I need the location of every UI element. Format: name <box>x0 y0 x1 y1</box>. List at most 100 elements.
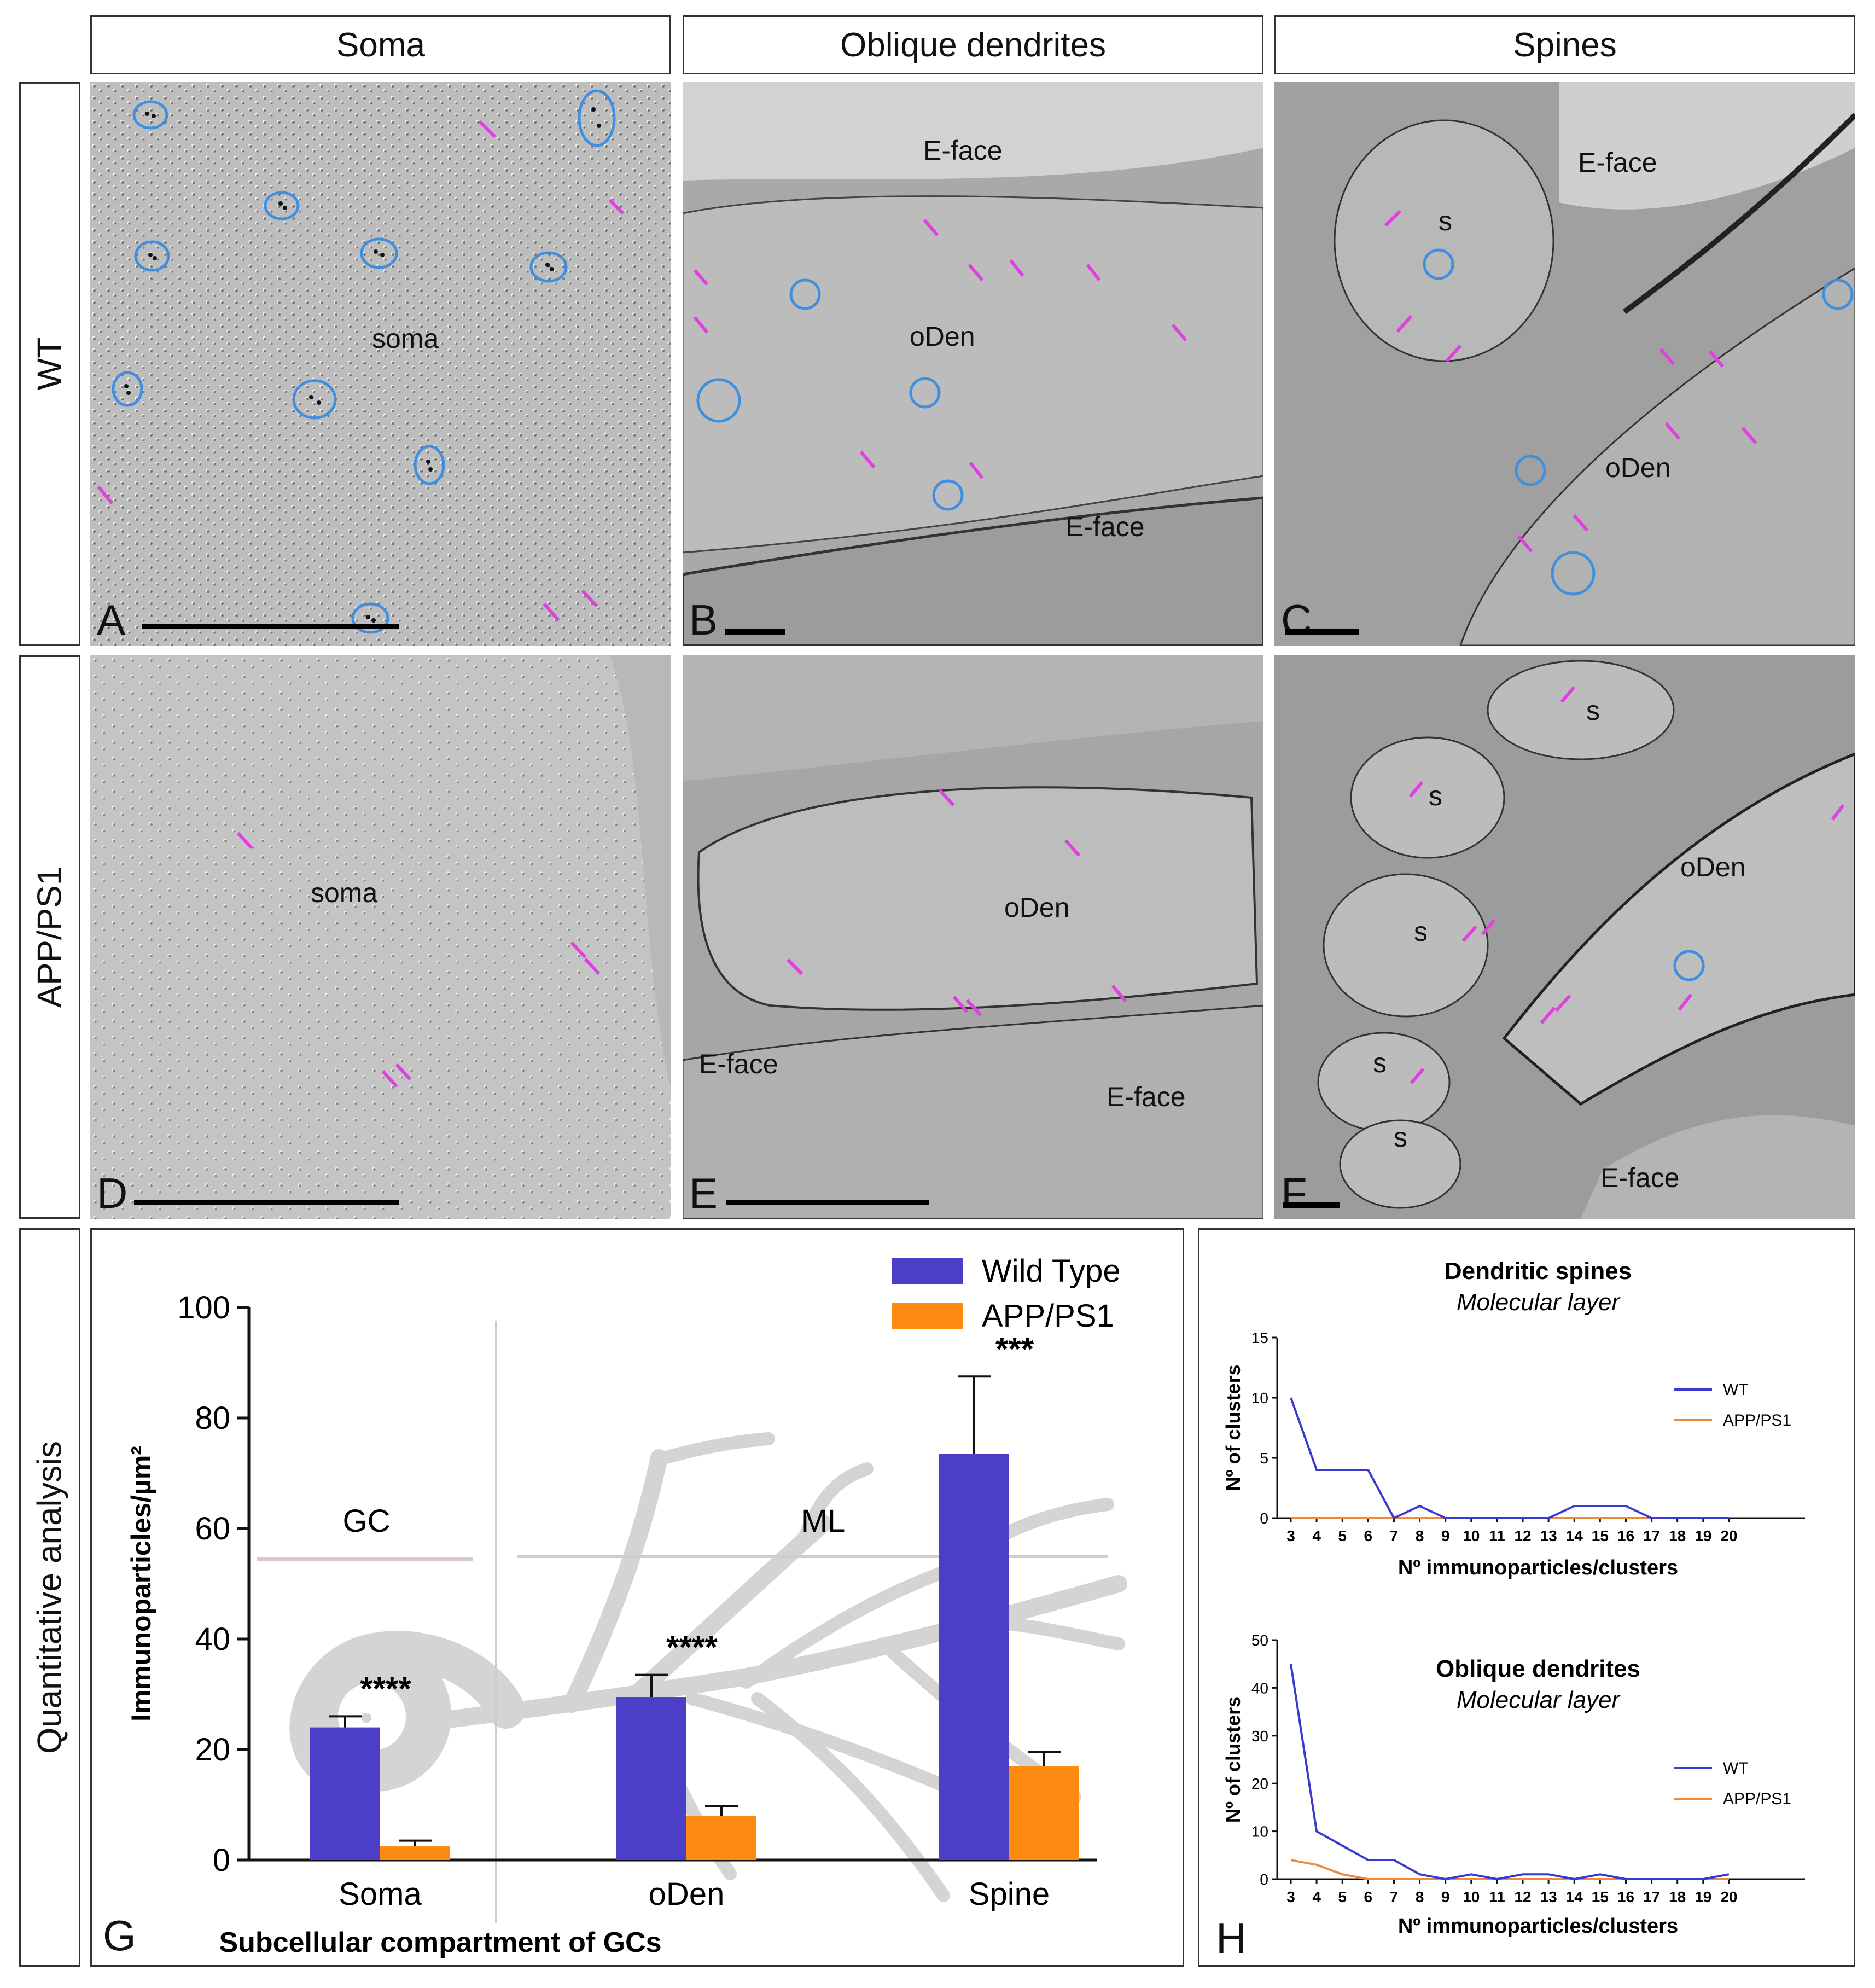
y-tick-label: 80 <box>195 1400 230 1436</box>
bar <box>686 1816 756 1860</box>
x-tick-label: 17 <box>1643 1527 1660 1544</box>
x-axis-label: Subcellular compartment of GCs <box>219 1927 661 1958</box>
neuron-dendrite-branch <box>563 1449 668 1713</box>
region-label: ML <box>801 1503 846 1539</box>
bar <box>939 1454 1009 1860</box>
x-tick-label: oDen <box>649 1876 725 1912</box>
x-tick-label: 20 <box>1720 1527 1737 1544</box>
y-tick-label: 20 <box>1251 1775 1268 1792</box>
x-tick-label: Spine <box>969 1876 1050 1912</box>
x-tick-label: 9 <box>1441 1888 1450 1905</box>
y-tick-label: 30 <box>1251 1728 1268 1745</box>
row-label-wt: WT <box>19 82 80 646</box>
x-axis-label: Nº immunoparticles/clusters <box>1398 1556 1678 1579</box>
bar <box>380 1846 450 1860</box>
x-tick-label: 16 <box>1617 1527 1634 1544</box>
x-tick-label: 10 <box>1463 1527 1480 1544</box>
x-tick-label: 7 <box>1390 1888 1399 1905</box>
region-label: s <box>1373 1048 1387 1078</box>
chart-panel-h: Dendritic spines Molecular layer 0 5 10 15 3 4 5… <box>1198 1228 1855 1967</box>
x-tick-label: 17 <box>1643 1888 1660 1905</box>
micrograph-panel-a: soma A <box>90 82 671 646</box>
region-label: E-face <box>1578 147 1657 178</box>
row-label-text: WT <box>31 337 69 391</box>
region-label: oDen <box>910 321 975 352</box>
freeze-fracture-texture <box>1334 82 1855 646</box>
x-tick-label: 12 <box>1514 1527 1531 1544</box>
y-axis-label: Nº of clusters <box>1222 1364 1244 1491</box>
x-tick-label: 20 <box>1720 1888 1737 1905</box>
scale-bar <box>726 1200 929 1205</box>
x-tick-label: 5 <box>1338 1888 1347 1905</box>
column-header-spines: Spines <box>1274 15 1855 74</box>
region-label: E-face <box>1065 511 1145 542</box>
bar <box>1009 1766 1079 1860</box>
legend-label: APP/PS1 <box>982 1298 1114 1334</box>
freeze-fracture-texture <box>90 82 671 646</box>
region-label: E-face <box>1600 1162 1680 1193</box>
x-tick-label: 15 <box>1592 1527 1609 1544</box>
row-label-text: Quantitative analysis <box>31 1440 69 1754</box>
chart-title: Dendritic spines <box>1445 1258 1632 1284</box>
neuron-dendrite-branch <box>795 1462 874 1552</box>
y-tick-label: 15 <box>1251 1329 1268 1346</box>
region-label: oDen <box>1605 452 1671 483</box>
significance-marker: *** <box>995 1330 1034 1367</box>
legend-label: Wild Type <box>982 1253 1121 1289</box>
y-axis-label: Immunoparticles/µm² <box>126 1446 156 1722</box>
neuron-nucleolus <box>362 1713 371 1723</box>
y-tick-label: 40 <box>195 1621 230 1657</box>
freeze-fracture-texture <box>683 82 1263 646</box>
region-label: s <box>1586 695 1600 726</box>
x-tick-label: 19 <box>1695 1888 1711 1905</box>
column-header-label: Oblique dendrites <box>840 26 1106 64</box>
x-axis-label: Nº immunoparticles/clusters <box>1398 1915 1678 1938</box>
column-header-soma: Soma <box>90 15 671 74</box>
panel-letter: C <box>1281 596 1312 644</box>
bar-chart: GC ML 0 20 40 60 80 100 Immunoparticles/µm² Subce… <box>126 1253 1127 1958</box>
x-tick-label: 3 <box>1286 1527 1295 1544</box>
x-tick-label: 10 <box>1463 1888 1480 1905</box>
x-tick-label: 3 <box>1286 1888 1295 1905</box>
y-tick-label: 100 <box>177 1290 230 1326</box>
region-label: E-face <box>1107 1082 1186 1112</box>
panel-letter: B <box>689 596 718 644</box>
micrograph-panel-d: soma D <box>90 655 671 1219</box>
micrograph-panel-b: E-face oDen E-face B <box>683 82 1263 646</box>
micrograph-panel-f: s s s oDen s s E-face F <box>1274 655 1855 1219</box>
y-tick-label: 20 <box>195 1732 230 1768</box>
y-axis-label: Nº of clusters <box>1222 1696 1244 1823</box>
y-tick-label: 60 <box>195 1511 230 1547</box>
y-tick-label: 10 <box>1251 1823 1268 1840</box>
x-tick-label: Soma <box>339 1876 422 1912</box>
bar <box>310 1727 380 1860</box>
column-header-label: Spines <box>1513 26 1617 64</box>
series-line <box>1290 1664 1730 1881</box>
region-label: oDen <box>1004 892 1070 923</box>
x-tick-label: 13 <box>1540 1888 1557 1905</box>
freeze-fracture-texture <box>1317 660 1855 1219</box>
neuron-dendrite-branch <box>751 1692 950 1902</box>
x-tick-label: 6 <box>1364 1888 1373 1905</box>
freeze-fracture-texture <box>683 655 1263 1219</box>
region-label: soma <box>311 877 378 908</box>
y-tick-label: 0 <box>1260 1871 1268 1888</box>
chart-subtitle: Molecular layer <box>1457 1687 1621 1713</box>
neuron-dendrite-branch <box>658 1432 775 1464</box>
x-tick-label: 14 <box>1566 1888 1583 1905</box>
x-tick-label: 18 <box>1669 1527 1686 1544</box>
region-label: s <box>1414 916 1428 947</box>
y-tick-label: 50 <box>1251 1632 1268 1649</box>
panel-letter: D <box>97 1169 128 1217</box>
x-tick-label: 14 <box>1566 1527 1583 1544</box>
legend-swatch <box>892 1303 963 1329</box>
chart-subtitle: Molecular layer <box>1457 1289 1621 1316</box>
micrograph-panel-c: E-face s oDen C <box>1274 82 1855 646</box>
x-tick-label: 4 <box>1312 1888 1321 1905</box>
panel-letter: F <box>1281 1169 1307 1217</box>
column-header-label: Soma <box>336 26 425 64</box>
y-tick-label: 0 <box>213 1842 230 1878</box>
scale-bar <box>1283 1202 1340 1208</box>
scale-bar <box>725 629 785 635</box>
